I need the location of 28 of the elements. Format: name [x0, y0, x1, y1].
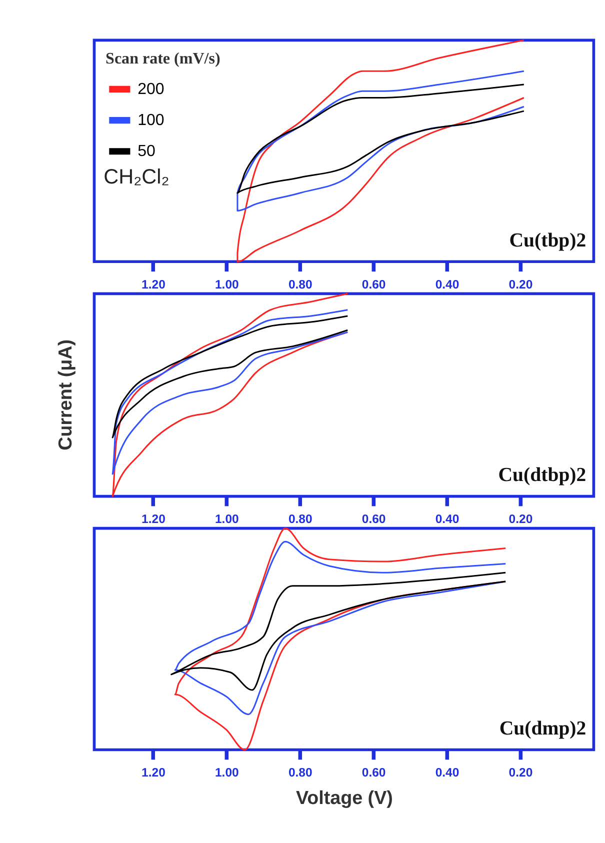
x-tick-label: 0.20 — [508, 512, 533, 526]
x-tick-label: 0.60 — [362, 766, 386, 780]
x-tick-label: 0.60 — [362, 277, 386, 292]
x-tick-label: 0.80 — [288, 512, 312, 526]
x-tick-label: 1.20 — [142, 512, 166, 526]
legend-label: 200 — [138, 80, 164, 98]
legend-label: 100 — [138, 110, 164, 129]
x-tick-label: 0.40 — [435, 277, 460, 292]
y-axis-title: Current (μA) — [54, 340, 76, 450]
x-tick-label: 1.00 — [214, 766, 240, 780]
x-tick-label: 1.20 — [142, 277, 166, 292]
x-tick-label: 0.80 — [288, 277, 312, 292]
x-tick-label: 0.40 — [435, 766, 460, 780]
x-tick-label: 1.20 — [142, 766, 166, 780]
x-tick-label: 0.20 — [508, 277, 533, 292]
legend-title: Scan rate (mV/s) — [106, 50, 220, 68]
annotation: Cu(dmp)2 — [499, 718, 586, 740]
annotation: CH₂Cl₂ — [104, 165, 170, 188]
legend-label: 50 — [138, 142, 156, 160]
annotation: Cu(tbp)2 — [509, 230, 586, 252]
x-tick-label: 0.60 — [362, 512, 386, 526]
x-tick-label: 0.80 — [288, 766, 312, 780]
x-tick-label: 0.20 — [508, 766, 533, 780]
x-tick-label: 1.00 — [214, 512, 240, 526]
x-tick-label: 1.00 — [214, 277, 240, 292]
annotation: Cu(dtbp)2 — [498, 464, 586, 486]
x-axis-title: Voltage (V) — [296, 786, 393, 808]
x-tick-label: 0.40 — [435, 512, 460, 526]
